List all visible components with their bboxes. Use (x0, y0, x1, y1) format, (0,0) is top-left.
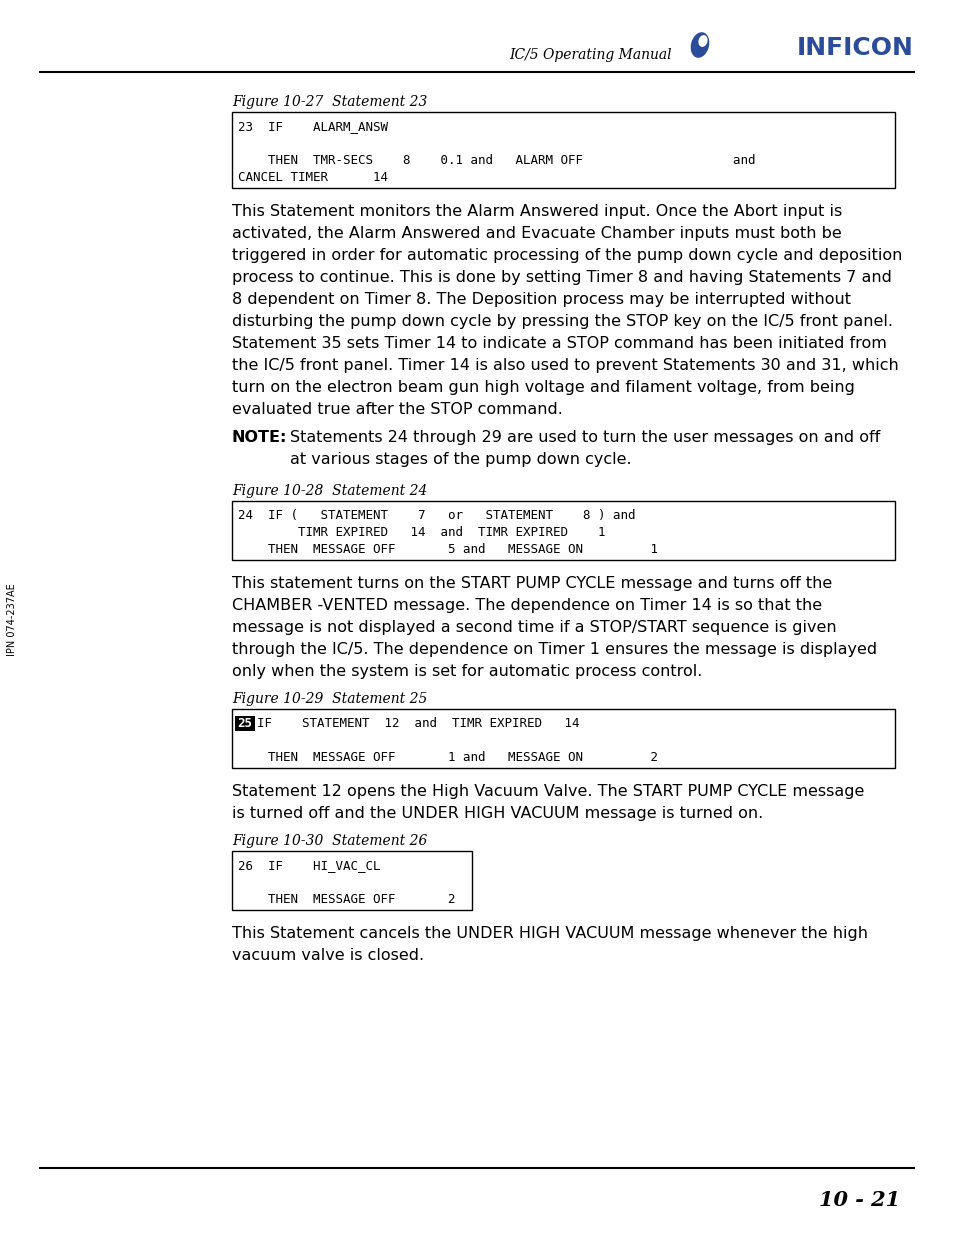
Ellipse shape (690, 32, 709, 58)
Text: THEN  MESSAGE OFF       5 and   MESSAGE ON         1: THEN MESSAGE OFF 5 and MESSAGE ON 1 (237, 543, 658, 556)
Text: Statement 35 sets Timer 14 to indicate a STOP command has been initiated from: Statement 35 sets Timer 14 to indicate a… (232, 336, 886, 351)
Text: activated, the Alarm Answered and Evacuate Chamber inputs must both be: activated, the Alarm Answered and Evacua… (232, 226, 841, 241)
Text: TIMR EXPIRED   14  and  TIMR EXPIRED    1: TIMR EXPIRED 14 and TIMR EXPIRED 1 (237, 526, 605, 538)
Text: This statement turns on the START PUMP CYCLE message and turns off the: This statement turns on the START PUMP C… (232, 576, 831, 592)
Text: NOTE:: NOTE: (232, 430, 287, 445)
Bar (232, 501, 894, 559)
Text: Statement 12 opens the High Vacuum Valve. The START PUMP CYCLE message: Statement 12 opens the High Vacuum Valve… (232, 784, 863, 799)
Text: IC/5 Operating Manual: IC/5 Operating Manual (509, 48, 671, 62)
Text: only when the system is set for automatic process control.: only when the system is set for automati… (232, 664, 701, 679)
Text: IF    STATEMENT  12  and  TIMR EXPIRED   14: IF STATEMENT 12 and TIMR EXPIRED 14 (256, 718, 578, 730)
Text: IPN 074-237AE: IPN 074-237AE (7, 584, 17, 656)
Text: is turned off and the UNDER HIGH VACUUM message is turned on.: is turned off and the UNDER HIGH VACUUM … (232, 806, 762, 821)
Text: 23  IF    ALARM_ANSW: 23 IF ALARM_ANSW (237, 120, 388, 133)
Text: Figure 10-27  Statement 23: Figure 10-27 Statement 23 (232, 95, 427, 109)
Text: 24  IF (   STATEMENT    7   or   STATEMENT    8 ) and: 24 IF ( STATEMENT 7 or STATEMENT 8 ) and (237, 509, 635, 522)
Text: Figure 10-28  Statement 24: Figure 10-28 Statement 24 (232, 484, 427, 498)
Text: message is not displayed a second time if a STOP/START sequence is given: message is not displayed a second time i… (232, 620, 836, 635)
Text: 10 - 21: 10 - 21 (819, 1191, 900, 1210)
Text: This Statement monitors the Alarm Answered input. Once the Abort input is: This Statement monitors the Alarm Answer… (232, 204, 841, 219)
Text: This Statement cancels the UNDER HIGH VACUUM message whenever the high: This Statement cancels the UNDER HIGH VA… (232, 926, 867, 941)
Bar (232, 709, 894, 768)
Text: triggered in order for automatic processing of the pump down cycle and depositio: triggered in order for automatic process… (232, 248, 902, 263)
Text: 8 dependent on Timer 8. The Deposition process may be interrupted without: 8 dependent on Timer 8. The Deposition p… (232, 291, 850, 308)
Text: turn on the electron beam gun high voltage and filament voltage, from being: turn on the electron beam gun high volta… (232, 380, 854, 395)
Text: THEN  MESSAGE OFF       1 and   MESSAGE ON         2: THEN MESSAGE OFF 1 and MESSAGE ON 2 (237, 751, 658, 764)
Bar (232, 112, 894, 188)
Text: 25: 25 (237, 718, 253, 730)
Text: process to continue. This is done by setting Timer 8 and having Statements 7 and: process to continue. This is done by set… (232, 270, 891, 285)
Text: INFICON: INFICON (796, 36, 912, 61)
Bar (232, 851, 472, 910)
Text: Statements 24 through 29 are used to turn the user messages on and off: Statements 24 through 29 are used to tur… (290, 430, 880, 445)
Text: Figure 10-29  Statement 25: Figure 10-29 Statement 25 (232, 692, 427, 706)
Text: vacuum valve is closed.: vacuum valve is closed. (232, 948, 424, 963)
Text: CHAMBER -VENTED message. The dependence on Timer 14 is so that the: CHAMBER -VENTED message. The dependence … (232, 598, 821, 613)
Text: disturbing the pump down cycle by pressing the STOP key on the IC/5 front panel.: disturbing the pump down cycle by pressi… (232, 314, 892, 329)
Text: THEN  MESSAGE OFF       2: THEN MESSAGE OFF 2 (237, 893, 455, 906)
Text: THEN  TMR-SECS    8    0.1 and   ALARM OFF                    and: THEN TMR-SECS 8 0.1 and ALARM OFF and (237, 154, 755, 167)
Text: evaluated true after the STOP command.: evaluated true after the STOP command. (232, 403, 562, 417)
Text: Figure 10-30  Statement 26: Figure 10-30 Statement 26 (232, 834, 427, 848)
Text: the IC/5 front panel. Timer 14 is also used to prevent Statements 30 and 31, whi: the IC/5 front panel. Timer 14 is also u… (232, 358, 898, 373)
Ellipse shape (698, 35, 707, 47)
Text: CANCEL TIMER      14: CANCEL TIMER 14 (237, 170, 388, 184)
Text: 26  IF    HI_VAC_CL: 26 IF HI_VAC_CL (237, 860, 380, 872)
Bar (234, 716, 254, 731)
Text: through the IC/5. The dependence on Timer 1 ensures the message is displayed: through the IC/5. The dependence on Time… (232, 642, 876, 657)
Text: at various stages of the pump down cycle.: at various stages of the pump down cycle… (290, 452, 631, 467)
